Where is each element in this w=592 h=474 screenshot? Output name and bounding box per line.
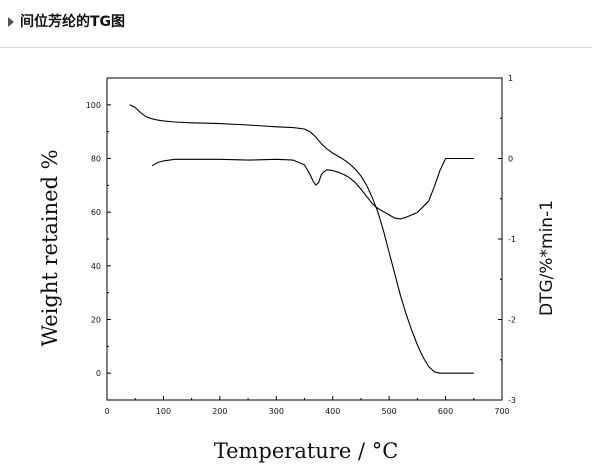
page-header: 间位芳纶的TG图	[0, 0, 592, 48]
dtg-curve	[151, 157, 474, 220]
x-axis-ticks: 0 100 200 300 400 500 600 700	[104, 396, 510, 416]
y-left-tick-label: 0	[96, 369, 101, 378]
x-axis-title: Temperature / °C	[214, 439, 399, 463]
y-right-tick-label: -2	[508, 316, 516, 325]
tg-chart: 0 100 200 300 400 500 600 700 0 20 40 60 80 100 -3 -2…	[38, 74, 557, 463]
series-group	[129, 104, 474, 374]
x-tick-label: 700	[494, 407, 509, 416]
y-left-tick-label: 100	[86, 101, 101, 110]
plot-frame	[106, 77, 503, 401]
page-title: 间位芳纶的TG图	[20, 14, 126, 30]
triangle-right-icon	[8, 17, 14, 27]
x-tick-label: 500	[382, 407, 397, 416]
header-divider	[0, 47, 592, 48]
x-tick-label: 0	[104, 407, 109, 416]
y-axis-right-title: DTG/%*min-1	[537, 200, 557, 316]
y-right-tick-label: 1	[508, 74, 513, 83]
x-tick-label: 200	[212, 407, 227, 416]
y-left-tick-label: 20	[91, 316, 101, 325]
x-tick-label: 300	[269, 407, 284, 416]
y-right-tick-label: 0	[508, 155, 513, 164]
y-left-tick-label: 80	[91, 155, 101, 164]
left-axis-ticks: 0 20 40 60 80 100	[86, 101, 111, 378]
right-axis-ticks: -3 -2 -1 0 1	[498, 74, 516, 405]
y-right-tick-label: -1	[508, 235, 516, 244]
x-tick-label: 400	[325, 407, 340, 416]
y-axis-left-title: Weight retained %	[38, 149, 62, 346]
y-left-tick-label: 40	[91, 262, 101, 271]
weight-retained-curve	[129, 104, 474, 374]
y-left-tick-label: 60	[91, 208, 101, 217]
y-right-tick-label: -3	[508, 396, 516, 405]
x-tick-label: 100	[156, 407, 171, 416]
x-tick-label: 600	[438, 407, 453, 416]
